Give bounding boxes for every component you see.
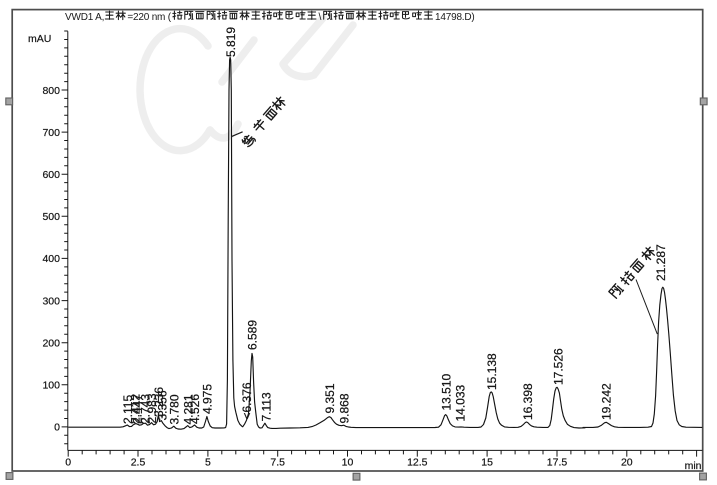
svg-text:100: 100	[42, 380, 60, 392]
svg-text:mAU: mAU	[28, 33, 51, 45]
svg-text:2.5: 2.5	[131, 456, 146, 468]
svg-text:3.236: 3.236	[152, 387, 166, 417]
svg-text:5: 5	[205, 456, 211, 468]
svg-text:2.743: 2.743	[138, 394, 152, 424]
svg-text:2.983: 2.983	[145, 393, 159, 423]
svg-text:13.510: 13.510	[439, 373, 453, 410]
svg-text:2.447: 2.447	[131, 394, 145, 424]
svg-text:14.033: 14.033	[454, 384, 468, 421]
svg-text:19.242: 19.242	[599, 383, 613, 420]
svg-text:\: \	[319, 11, 322, 23]
svg-text:20: 20	[621, 456, 633, 468]
svg-text:200: 200	[42, 338, 60, 350]
svg-text:=220 nm (: =220 nm (	[127, 12, 171, 23]
svg-text:17.5: 17.5	[547, 456, 568, 468]
svg-text:0: 0	[54, 422, 60, 434]
svg-text:500: 500	[42, 211, 60, 223]
svg-text:4.526: 4.526	[188, 394, 202, 424]
svg-text:21.287: 21.287	[654, 244, 668, 281]
svg-text:5.819: 5.819	[224, 27, 238, 57]
svg-text:0: 0	[65, 456, 71, 468]
svg-text:2.115: 2.115	[121, 395, 135, 424]
svg-text:400: 400	[42, 253, 60, 265]
svg-text:3.780: 3.780	[167, 394, 181, 424]
svg-text:16.398: 16.398	[521, 383, 535, 420]
svg-text:14798.D): 14798.D)	[435, 12, 475, 23]
svg-text:min: min	[685, 460, 702, 472]
svg-text:700: 700	[42, 127, 60, 139]
svg-text:9.351: 9.351	[323, 383, 337, 413]
svg-text:9.868: 9.868	[337, 393, 351, 423]
svg-text:12.5: 12.5	[407, 456, 428, 468]
svg-text:300: 300	[42, 295, 60, 307]
svg-text:7.5: 7.5	[270, 456, 285, 468]
svg-text:15.138: 15.138	[485, 353, 499, 390]
svg-text:800: 800	[42, 85, 60, 97]
svg-text:17.526: 17.526	[551, 348, 565, 385]
svg-text:4.281: 4.281	[181, 394, 195, 424]
svg-text:4.975: 4.975	[201, 384, 215, 414]
svg-text:600: 600	[42, 169, 60, 181]
svg-text:<6.376: <6.376	[240, 382, 254, 419]
svg-text:VWD1 A,: VWD1 A,	[65, 12, 104, 23]
svg-text:3.356: 3.356	[155, 390, 169, 420]
svg-text:6.589: 6.589	[246, 320, 260, 350]
svg-text:2.412: 2.412	[129, 394, 143, 424]
svg-text:15: 15	[481, 456, 493, 468]
svg-text:7.113: 7.113	[259, 392, 273, 421]
svg-text:10: 10	[342, 456, 354, 468]
